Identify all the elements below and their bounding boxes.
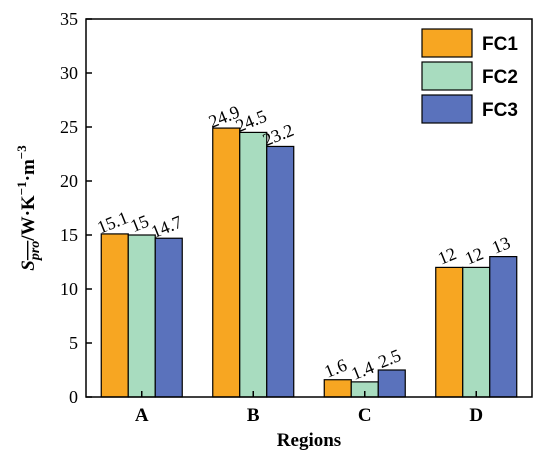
data-label: 2.5 — [375, 345, 403, 372]
legend-swatch-fc3 — [421, 94, 473, 124]
y-tick-label: 30 — [60, 63, 78, 83]
y-axis-exp1: −1 — [14, 181, 29, 195]
y-axis-symbol: S — [18, 260, 39, 271]
x-axis: A B C D — [135, 391, 483, 426]
data-label: 1.6 — [321, 355, 349, 382]
legend-swatch-fc2 — [421, 61, 473, 91]
bar-fc1-b — [212, 127, 241, 398]
data-label: 1.4 — [348, 357, 376, 384]
legend-label-fc1: FC1 — [482, 34, 518, 55]
bars-layer — [100, 127, 518, 398]
x-category-label: B — [247, 405, 260, 426]
legend: FC1 FC2 FC3 — [421, 28, 518, 124]
x-category-label: A — [135, 405, 149, 426]
bar-fc2-d — [462, 266, 491, 398]
bar-fc2-a — [127, 234, 156, 398]
x-category-label: D — [469, 405, 483, 426]
bar-fc3-c — [377, 369, 406, 398]
y-tick-label: 0 — [69, 387, 78, 407]
y-tick-label: 5 — [69, 333, 78, 353]
y-axis: 0 5 10 15 20 25 30 35 — [60, 9, 92, 407]
data-label: 12 — [462, 243, 486, 268]
bar-fc3-b — [266, 145, 295, 398]
y-tick-label: 35 — [60, 9, 78, 29]
bar-fc3-d — [489, 256, 518, 398]
x-axis-title: Regions — [277, 430, 341, 451]
y-tick-label: 25 — [60, 117, 78, 137]
bar-fc3-a — [154, 237, 183, 398]
x-category-label: C — [358, 405, 372, 426]
y-axis-title: Spro/W·K−1·m−3 — [14, 145, 43, 271]
data-label: 12 — [435, 243, 459, 268]
data-label: 14.7 — [148, 212, 185, 242]
legend-label-fc3: FC3 — [482, 100, 518, 121]
y-axis-unit: /W·K — [18, 195, 39, 242]
bar-fc1-d — [435, 266, 464, 398]
y-axis-subscript: pro — [28, 241, 43, 261]
plot-frame — [85, 18, 533, 398]
bar-fc2-b — [239, 131, 268, 398]
y-tick-label: 15 — [60, 225, 78, 245]
y-tick-label: 10 — [60, 279, 78, 299]
y-tick-label: 20 — [60, 171, 78, 191]
bar-fc1-a — [100, 233, 129, 398]
data-label: 13 — [489, 232, 513, 257]
legend-swatch-fc1 — [421, 28, 473, 58]
y-axis-exp2: −3 — [14, 145, 29, 159]
legend-label-fc2: FC2 — [482, 67, 518, 88]
y-axis-unit2: ·m — [18, 159, 39, 181]
data-label: 15.1 — [94, 207, 131, 237]
bar-fc1-c — [323, 379, 352, 398]
